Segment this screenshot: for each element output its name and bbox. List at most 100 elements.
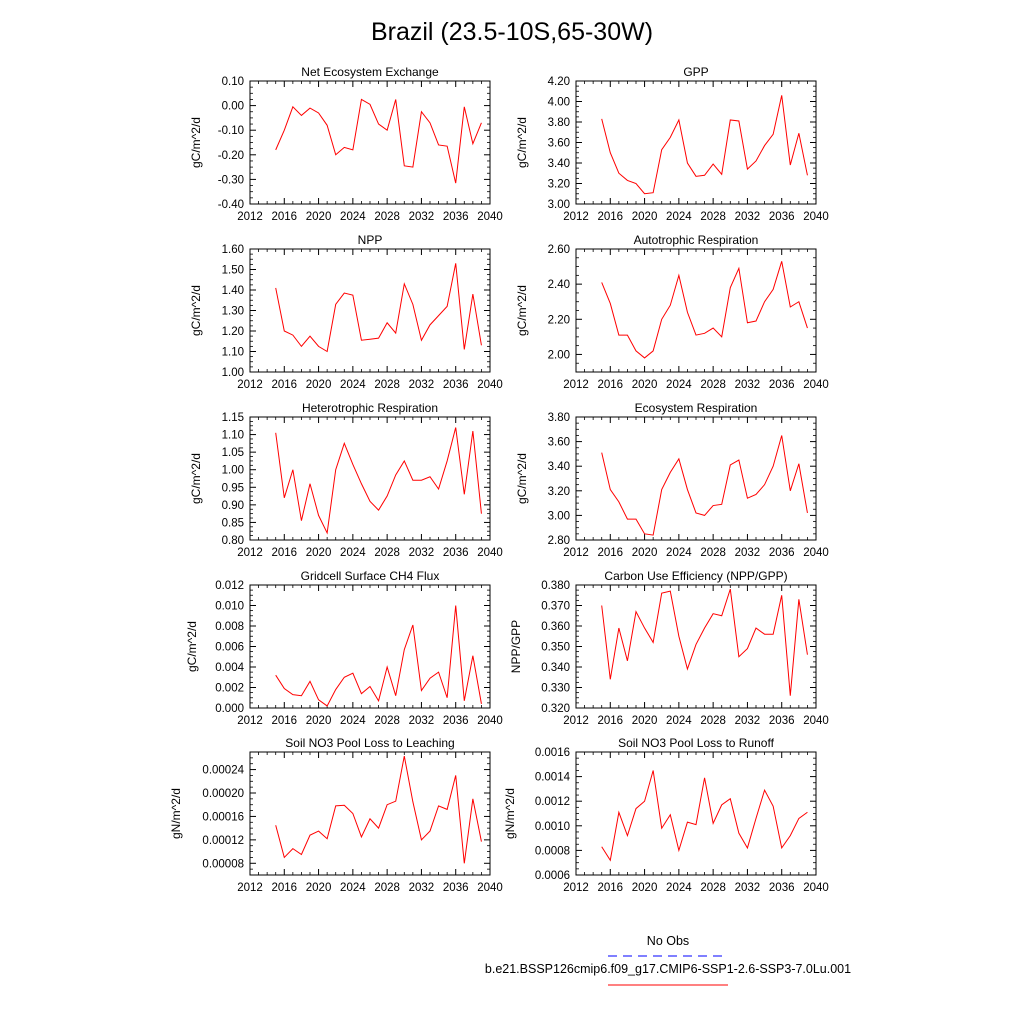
chart-panel-2: NPP 2012 2016 2020 2024 2028 2032 2036 2040 1.00 1… [189,233,503,391]
x-tick-label: 2016 [597,715,623,727]
y-tick-label: 0.00 [222,101,244,113]
x-tick-label: 2028 [700,379,726,391]
plot-frame [249,80,491,205]
y-tick-label: 0.00024 [202,765,244,777]
x-tick-label: 2036 [443,715,469,727]
y-tick-label: 1.10 [222,430,244,442]
y-tick-label: 0.10 [222,76,244,88]
y-tick-label: 0.0012 [535,796,570,808]
legend-obs-label: No Obs [647,934,689,948]
x-tick-label: 2016 [271,379,297,391]
legend-model-label: b.e21.BSSP126cmip6.f09_g17.CMIP6-SSP1-2.… [485,962,851,976]
x-tick-label: 2028 [700,547,726,559]
y-tick-label: 3.80 [548,412,570,424]
x-tick-label: 2028 [374,211,400,223]
y-tick-label: 1.10 [222,347,244,359]
y-tick-label: -0.20 [218,150,244,162]
x-tick-label: 2032 [735,882,761,894]
x-tick-label: 2032 [409,211,435,223]
y-tick-label: 0.370 [541,601,570,613]
chart-panel-3: Autotrophic Respiration 2012 2016 2020 2024 2… [515,233,829,391]
y-tick-label: 2.80 [548,535,570,547]
chart-panel-4: Heterotrophic Respiration 2012 2016 2020 202… [189,401,503,559]
panel-title: Net Ecosystem Exchange [301,65,439,79]
x-tick-label: 2036 [769,379,795,391]
x-tick-label: 2020 [306,715,332,727]
x-tick-label: 2016 [597,379,623,391]
y-tick-label: 1.05 [222,447,244,459]
x-tick-label: 2028 [700,715,726,727]
y-axis-label: gC/m^2/d [189,453,203,504]
chart-panel-1: GPP 2012 2016 2020 2024 2028 2032 2036 2040 3.00 3… [515,65,829,223]
x-tick-label: 2012 [563,882,589,894]
y-tick-label: 3.80 [548,117,570,129]
y-tick-label: -0.40 [218,199,244,211]
x-tick-label: 2020 [306,547,332,559]
x-tick-label: 2032 [409,547,435,559]
plot-frame [249,751,491,876]
y-axis-label: gC/m^2/d [185,621,199,672]
y-tick-label: 0.00020 [202,788,244,800]
x-tick-label: 2036 [769,547,795,559]
panel-title: GPP [683,65,708,79]
panel-title: Ecosystem Respiration [635,401,758,415]
x-tick-label: 2024 [340,547,366,559]
x-tick-label: 2032 [735,715,761,727]
x-tick-label: 2020 [632,715,658,727]
panel-title: Soil NO3 Pool Loss to Runoff [618,736,775,750]
y-tick-label: 3.20 [548,179,570,191]
y-tick-label: 1.50 [222,265,244,277]
panel-title: Gridcell Surface CH4 Flux [301,569,440,583]
y-axis-label: gC/m^2/d [515,285,529,336]
x-tick-label: 2040 [803,547,829,559]
x-tick-label: 2020 [306,379,332,391]
panels: Net Ecosystem Exchange 2012 2016 2020 2024 20… [169,65,829,894]
figure-title: Brazil (23.5-10S,65-30W) [371,18,653,46]
y-tick-label: 2.00 [548,349,570,361]
y-tick-label: -0.30 [218,174,244,186]
y-tick-label: 0.0010 [535,821,570,833]
y-tick-label: 0.000 [215,703,244,715]
series-line [601,261,808,359]
y-tick-label: 0.0016 [535,747,570,759]
x-tick-label: 2012 [237,379,263,391]
x-tick-label: 2024 [340,715,366,727]
x-tick-label: 2036 [769,715,795,727]
x-tick-label: 2012 [563,715,589,727]
y-tick-label: 0.320 [541,703,570,715]
y-tick-label: 3.00 [548,510,570,522]
series-line [275,427,482,535]
chart-panel-8: Soil NO3 Pool Loss to Leaching 2012 2016 20… [169,736,503,894]
x-tick-label: 2036 [443,211,469,223]
y-tick-label: 0.330 [541,683,570,695]
x-tick-label: 2012 [237,547,263,559]
x-tick-label: 2016 [271,715,297,727]
x-tick-label: 2032 [735,379,761,391]
y-tick-label: 1.00 [222,367,244,379]
x-tick-label: 2028 [374,715,400,727]
y-tick-label: 3.40 [548,461,570,473]
y-tick-label: 0.010 [215,601,244,613]
panel-title: Soil NO3 Pool Loss to Leaching [285,736,454,750]
series-line [601,95,808,195]
plot-frame [575,80,817,205]
x-tick-label: 2028 [700,882,726,894]
x-tick-label: 2032 [735,547,761,559]
x-tick-label: 2040 [477,882,503,894]
x-tick-label: 2032 [409,882,435,894]
x-tick-label: 2032 [409,379,435,391]
x-tick-label: 2024 [340,379,366,391]
x-tick-label: 2020 [632,379,658,391]
y-tick-label: 2.20 [548,314,570,326]
y-tick-label: 1.30 [222,306,244,318]
plot-frame [575,751,817,876]
y-tick-label: 3.40 [548,158,570,170]
x-tick-label: 2032 [735,211,761,223]
legend: No Obs b.e21.BSSP126cmip6.f09_g17.CMIP6-… [485,934,851,986]
x-tick-label: 2012 [563,211,589,223]
y-tick-label: 0.0014 [535,772,571,784]
x-tick-label: 2012 [237,882,263,894]
x-tick-label: 2028 [374,882,400,894]
y-tick-label: 0.360 [541,621,570,633]
plot-frame [575,416,817,541]
